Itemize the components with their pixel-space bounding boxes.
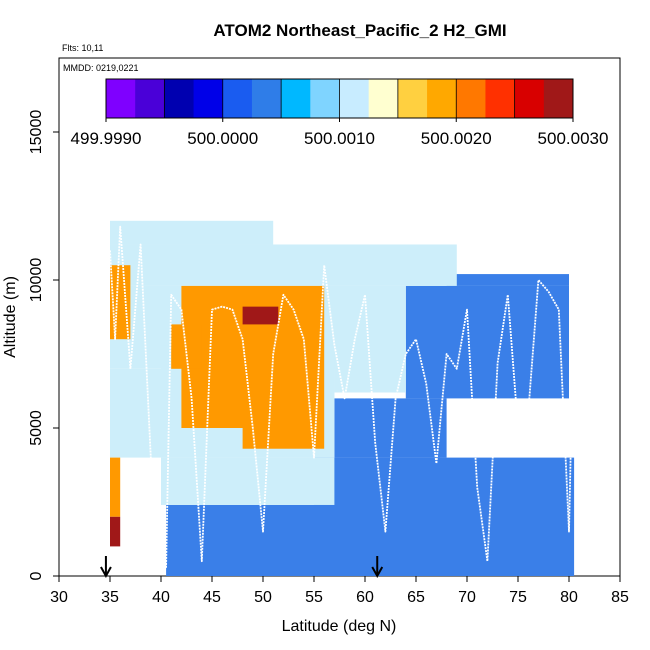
heat-cell-15 [110,265,131,340]
colorbar-swatch-9 [368,79,399,118]
x-tick-label-1: 35 [101,589,119,606]
heat-cell-17 [110,457,121,517]
x-tick-label-9: 75 [509,589,527,606]
data-cells [110,220,575,576]
x-tick-label-0: 30 [50,589,68,606]
x-tick-label-8: 70 [458,589,476,606]
y-tick-label-1: 5000 [28,410,45,446]
heat-cell-18 [110,516,121,547]
arrow-head-0 [100,566,112,579]
date-label: MMDD: 0219,0221 [63,63,139,73]
colorbar-swatch-12 [456,79,486,118]
x-tick-label-2: 40 [152,589,170,606]
heat-cell-5 [161,457,335,505]
heat-cell-10 [110,220,274,245]
colorbar-tick-label-3: 500.0020 [421,129,492,148]
x-tick-label-4: 50 [254,589,272,606]
colorbar-tick-label-0: 499.9990 [71,129,142,148]
arrow-head-1 [371,566,384,579]
heat-cell-14 [242,428,325,449]
x-tick-label-6: 60 [356,589,374,606]
y-axis: 0 5000 10000 15000 [28,110,59,580]
colorbar-swatch-11 [427,79,457,118]
colorbar-swatch-13 [485,79,516,118]
x-tick-label-5: 55 [305,589,323,606]
x-tick-label-3: 45 [203,589,221,606]
flights-label: Flts: 10,11 [62,43,103,53]
colorbar-swatch-5 [251,79,282,118]
heat-cell-3 [405,285,569,399]
colorbar-swatch-3 [193,79,224,118]
y-tick-label-2: 10000 [28,258,45,303]
colorbar-swatch-6 [281,79,311,118]
colorbar-swatch-10 [397,79,428,118]
heat-cell-1 [314,457,575,576]
colorbar-tick-label-4: 500.0030 [538,129,609,148]
heat-cell-9 [110,244,457,286]
x-axis: 30 35 40 45 50 55 60 65 70 75 80 85 [50,576,629,606]
flight-track [109,225,575,568]
y-axis-label: Altitude (m) [2,276,19,358]
colorbar-swatch-2 [164,79,195,118]
x-axis-label: Latitude (deg N) [282,618,397,635]
colorbar: 499.9990 500.0000 500.0010 500.0020 500.0030 [71,78,609,148]
colorbar-swatch-15 [543,79,574,118]
colorbar-swatch-8 [339,79,370,118]
y-tick-label-3: 15000 [28,110,45,155]
colorbar-swatch-1 [135,79,165,118]
x-tick-label-11: 85 [611,589,629,606]
x-tick-label-7: 65 [407,589,425,606]
colorbar-swatch-14 [514,79,545,118]
heat-cell-4 [446,274,569,286]
colorbar-swatch-4 [222,79,253,118]
colorbar-tick-label-1: 500.0000 [187,129,258,148]
colorbar-swatch-7 [310,79,340,118]
location-arrows [100,556,384,579]
flight-track-line [109,225,575,568]
colorbar-tick-label-2: 500.0010 [304,129,375,148]
x-tick-label-10: 80 [560,589,578,606]
heat-cell-19 [242,306,279,325]
y-tick-label-0: 0 [28,571,45,580]
heat-cell-2 [334,398,447,458]
chart-title: ATOM2 Northeast_Pacific_2 H2_GMI [213,21,506,40]
colorbar-swatch-0 [106,79,136,118]
